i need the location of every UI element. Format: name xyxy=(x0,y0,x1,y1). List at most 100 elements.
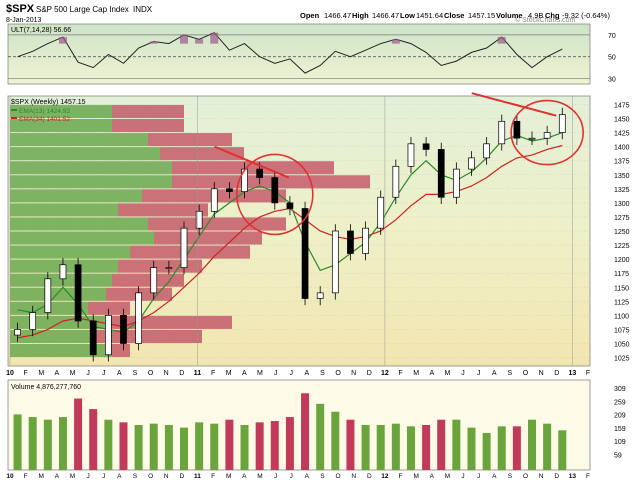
volume-x-tick-label: N xyxy=(539,473,544,480)
volume-profile-down-bar xyxy=(130,245,250,259)
x-tick-label: F xyxy=(23,370,27,377)
price-tick-label: 1125 xyxy=(614,299,629,306)
volume-profile-up-bar xyxy=(10,119,112,133)
volume-x-tick-label: A xyxy=(242,473,247,480)
price-tick-label: 1400 xyxy=(614,145,630,152)
volume-bar xyxy=(180,427,189,470)
ema34-legend-label: EMA(34) 1401.52 xyxy=(19,116,70,123)
candle-up xyxy=(180,227,188,268)
volume-x-tick-label: A xyxy=(55,473,60,480)
volume-bar xyxy=(391,423,400,470)
volume-profile-up-bar xyxy=(10,147,160,161)
close-value: 1457.15 xyxy=(468,11,495,20)
candle-up xyxy=(105,315,112,356)
volume-x-tick-label: J xyxy=(461,473,464,480)
volume-value: 4.9B xyxy=(528,11,543,20)
volume-bar xyxy=(255,422,264,470)
candle-up xyxy=(195,210,203,229)
annotation-arrow xyxy=(214,145,290,179)
volume-bar xyxy=(74,398,83,470)
x-tick-label: J xyxy=(289,370,293,377)
price-tick-label: 1075 xyxy=(614,327,630,334)
x-tick-label: O xyxy=(523,370,529,377)
candle-down xyxy=(271,177,279,204)
x-tick-label: N xyxy=(351,370,356,377)
x-tick-label: D xyxy=(554,370,559,377)
candle-up xyxy=(165,267,173,269)
volume-bar xyxy=(346,419,355,470)
x-tick-label: F xyxy=(211,370,215,377)
volume-x-tick-label: O xyxy=(336,473,341,480)
high-value: 1466.47 xyxy=(372,11,399,20)
volume-bar xyxy=(240,425,249,470)
volume-bar xyxy=(452,419,461,470)
volume-x-tick-label: A xyxy=(430,473,435,480)
price-tick-label: 1350 xyxy=(614,173,630,180)
volume-bar xyxy=(195,422,204,470)
volume-bar xyxy=(528,419,537,470)
volume-x-tick-label: M xyxy=(445,473,450,480)
price-tick-label: 1100 xyxy=(614,313,629,320)
ult-tick-label: 30 xyxy=(608,77,616,84)
x-tick-label: 13 xyxy=(568,370,576,377)
candle-up xyxy=(316,292,324,299)
chg-value: -9.32 (-0.64%) xyxy=(562,11,610,20)
header-exchange: INDX xyxy=(133,5,153,14)
volume-bar xyxy=(512,426,521,470)
low-label: Low xyxy=(400,11,415,20)
ult-overbought-fill xyxy=(210,32,219,44)
volume-x-tick-label: D xyxy=(367,473,372,480)
chg-label: Chg xyxy=(545,11,560,20)
volume-tick-label: 259 xyxy=(614,399,626,406)
x-tick-label: J xyxy=(274,370,278,377)
ult-overbought-fill xyxy=(58,37,67,44)
candle-down xyxy=(422,143,430,150)
candle-down xyxy=(74,264,82,322)
candle-up xyxy=(59,264,67,280)
volume-x-tick-label: J xyxy=(274,473,277,480)
volume-x-tick-label: A xyxy=(492,473,497,480)
low-value: 1451.64 xyxy=(416,11,443,20)
volume-bar xyxy=(119,422,128,470)
volume-bar xyxy=(406,426,415,470)
annotation-arrow xyxy=(471,92,557,117)
x-tick-label: M xyxy=(226,370,232,377)
candle-up xyxy=(150,267,158,294)
x-tick-label: A xyxy=(117,370,122,377)
price-tick-label: 1225 xyxy=(614,243,630,250)
volume-bar xyxy=(482,432,491,470)
candle-up xyxy=(14,329,21,336)
volume-x-tick-label: F xyxy=(211,473,215,480)
volume-profile-up-bar xyxy=(10,217,148,231)
ema13-legend-swatch xyxy=(11,109,17,111)
candle-up xyxy=(543,132,551,139)
ult-tick-label: 70 xyxy=(608,33,616,40)
header-date: 8-Jan-2013 xyxy=(6,17,42,24)
x-tick-label: A xyxy=(55,370,60,377)
volume-x-tick-label: 11 xyxy=(194,473,201,480)
close-label: Close xyxy=(444,11,464,20)
volume-bar xyxy=(316,403,325,470)
volume-bar xyxy=(361,425,370,470)
volume-profile-down-bar xyxy=(112,273,184,287)
ema13-legend-label: EMA(13) 1424.93 xyxy=(19,108,70,115)
volume-profile-down-bar xyxy=(118,203,208,217)
volume-x-tick-label: J xyxy=(102,473,105,480)
candle-up xyxy=(558,114,566,133)
candle-up xyxy=(483,143,490,159)
candle-up xyxy=(377,196,385,229)
volume-profile-down-bar xyxy=(118,259,202,273)
volume-x-tick-label: M xyxy=(257,473,262,480)
volume-profile-down-bar xyxy=(112,119,184,133)
header-symbol: $SPX xyxy=(6,3,35,15)
volume-x-tick-label: J xyxy=(86,473,89,480)
volume-bar xyxy=(331,411,340,470)
price-tick-label: 1275 xyxy=(614,215,630,222)
highlight-circle xyxy=(510,99,584,166)
volume-bar xyxy=(376,425,385,470)
open-label: Open xyxy=(300,11,320,20)
volume-x-tick-label: M xyxy=(413,473,418,480)
ult-overbought-fill xyxy=(497,37,506,44)
volume-x-tick-label: S xyxy=(320,473,325,480)
volume-x-tick-label: 13 xyxy=(569,473,577,480)
